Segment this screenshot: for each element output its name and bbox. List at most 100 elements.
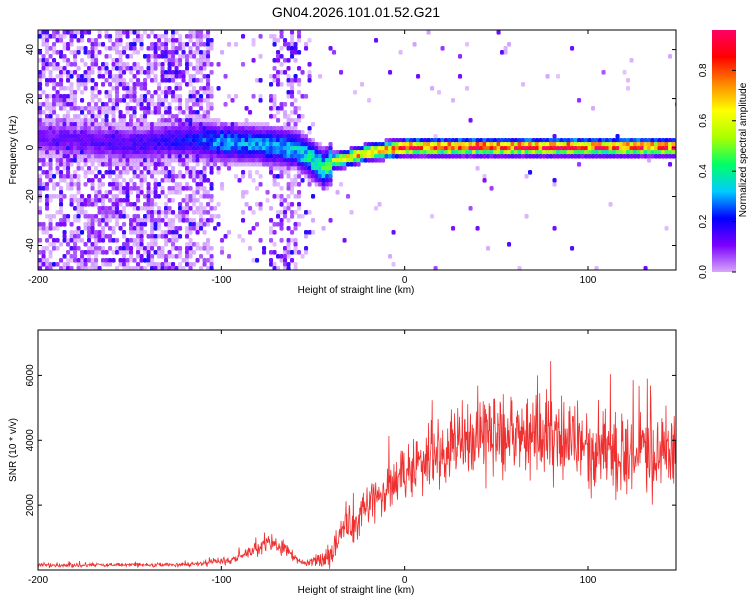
spectrogram-cell — [87, 130, 92, 135]
spectrogram-cell — [160, 186, 165, 191]
spectrogram-cell — [437, 142, 442, 147]
spectrogram-cell — [122, 46, 127, 51]
spectrogram-cell — [293, 150, 298, 155]
spectrogram-cell — [136, 50, 141, 55]
spectrogram-cell — [195, 134, 200, 139]
spectrogram-cell — [122, 210, 127, 215]
spectrogram-cell — [94, 254, 99, 259]
spectrogram-cell — [90, 178, 95, 183]
spectrogram-cell — [188, 226, 193, 231]
spectrogram-cell — [136, 230, 141, 235]
spectrogram-cell — [549, 154, 554, 159]
spectrogram-cell — [115, 58, 120, 63]
spectrogram-cell — [48, 198, 53, 203]
spectrogram-cell — [307, 126, 312, 131]
spectrogram-cell — [279, 158, 284, 163]
spectrogram-cell — [594, 266, 599, 270]
spectrogram-cell — [209, 86, 214, 91]
spectrogram-cell — [265, 138, 270, 143]
spectrogram-cell — [405, 138, 410, 143]
spectrogram-cell — [139, 226, 144, 231]
spectrogram-cell — [83, 46, 88, 51]
spectrogram-cell — [129, 142, 134, 147]
spectrogram-cell — [157, 62, 162, 67]
spectrogram-cell — [83, 198, 88, 203]
spectrogram-cell — [132, 154, 137, 159]
spectrogram-cell — [104, 94, 109, 99]
spectrogram-cell — [101, 126, 106, 131]
spectrogram-cell — [258, 154, 263, 159]
spectrogram-cell — [199, 50, 204, 55]
spectrogram-cell — [517, 142, 522, 147]
spectrogram-cell — [209, 194, 214, 199]
spectrogram-cell — [328, 150, 333, 155]
spectrogram-cell — [181, 70, 186, 75]
spectrogram-cell — [195, 78, 200, 83]
spectrogram-cell — [66, 150, 71, 155]
spectrogram-cell — [41, 110, 46, 115]
spectrogram-cell — [339, 150, 344, 155]
spectrogram-cell — [269, 94, 274, 99]
spectrogram-cell — [433, 138, 438, 143]
spectrogram-cell — [272, 250, 277, 255]
spectrogram-cell — [279, 106, 284, 111]
spectrogram-cell — [55, 102, 60, 107]
spectrogram-cell — [171, 114, 176, 119]
spectrogram-cell — [297, 250, 302, 255]
spectrogram-cell — [409, 146, 414, 151]
spectrogram-cell — [150, 146, 155, 151]
spectrogram-cell — [199, 114, 204, 119]
spectrogram-cell — [90, 134, 95, 139]
spectrogram-cell — [601, 150, 606, 155]
spectrogram-cell — [122, 178, 127, 183]
spectrogram-cell — [199, 70, 204, 75]
spectrogram-cell — [41, 258, 46, 263]
spectrogram-cell — [591, 142, 596, 147]
spectrogram-cell — [223, 74, 228, 79]
spectrogram-cell — [591, 146, 596, 151]
spectrogram-cell — [360, 158, 365, 163]
spectrogram-cell — [237, 150, 242, 155]
spectrogram-cell — [38, 50, 43, 55]
spectrogram-cell — [286, 242, 291, 247]
spectrogram-cell — [377, 150, 382, 155]
spectrogram-cell — [213, 130, 218, 135]
spectrogram-cell — [549, 138, 554, 143]
spectrogram-cell — [101, 74, 106, 79]
spectrogram-cell — [220, 146, 225, 151]
spectrogram-cell — [171, 178, 176, 183]
spectrogram-cell — [192, 66, 197, 71]
spectrogram-cell — [115, 134, 120, 139]
spectrogram-cell — [143, 118, 148, 123]
spectrogram-cell — [52, 94, 57, 99]
spectrogram-cell — [286, 206, 291, 211]
spectrogram-cell — [265, 130, 270, 135]
spectrogram-cell — [73, 102, 78, 107]
spectrogram-cell — [216, 126, 221, 131]
spectrogram-cell — [66, 130, 71, 135]
spectrogram-cell — [97, 74, 102, 79]
spectrogram-cell — [216, 142, 221, 147]
spectrogram-cell — [111, 102, 116, 107]
spectrogram-cell — [115, 34, 120, 39]
spectrogram-cell — [195, 50, 200, 55]
spectrogram-cell — [136, 166, 141, 171]
spectrogram-cell — [150, 42, 155, 47]
spectrogram-cell — [482, 154, 487, 159]
spectrogram-cell — [244, 118, 249, 123]
spectrogram-cell — [167, 162, 172, 167]
spectrogram-cell — [76, 78, 81, 83]
spectrogram-cell — [41, 102, 46, 107]
spectrogram-cell — [654, 154, 659, 159]
spectrogram-cell — [136, 194, 141, 199]
spectrogram-cell — [598, 138, 603, 143]
spectrogram-cell — [293, 262, 298, 267]
spectrogram-cell — [293, 58, 298, 63]
spectrogram-cell — [262, 138, 267, 143]
spectrogram-cell — [388, 154, 393, 159]
spectrogram-cell — [69, 258, 74, 263]
spectrogram-cell — [153, 62, 158, 67]
spectrogram-cell — [496, 154, 501, 159]
spectrogram-cell — [80, 134, 85, 139]
spectrogram-cell — [279, 62, 284, 67]
